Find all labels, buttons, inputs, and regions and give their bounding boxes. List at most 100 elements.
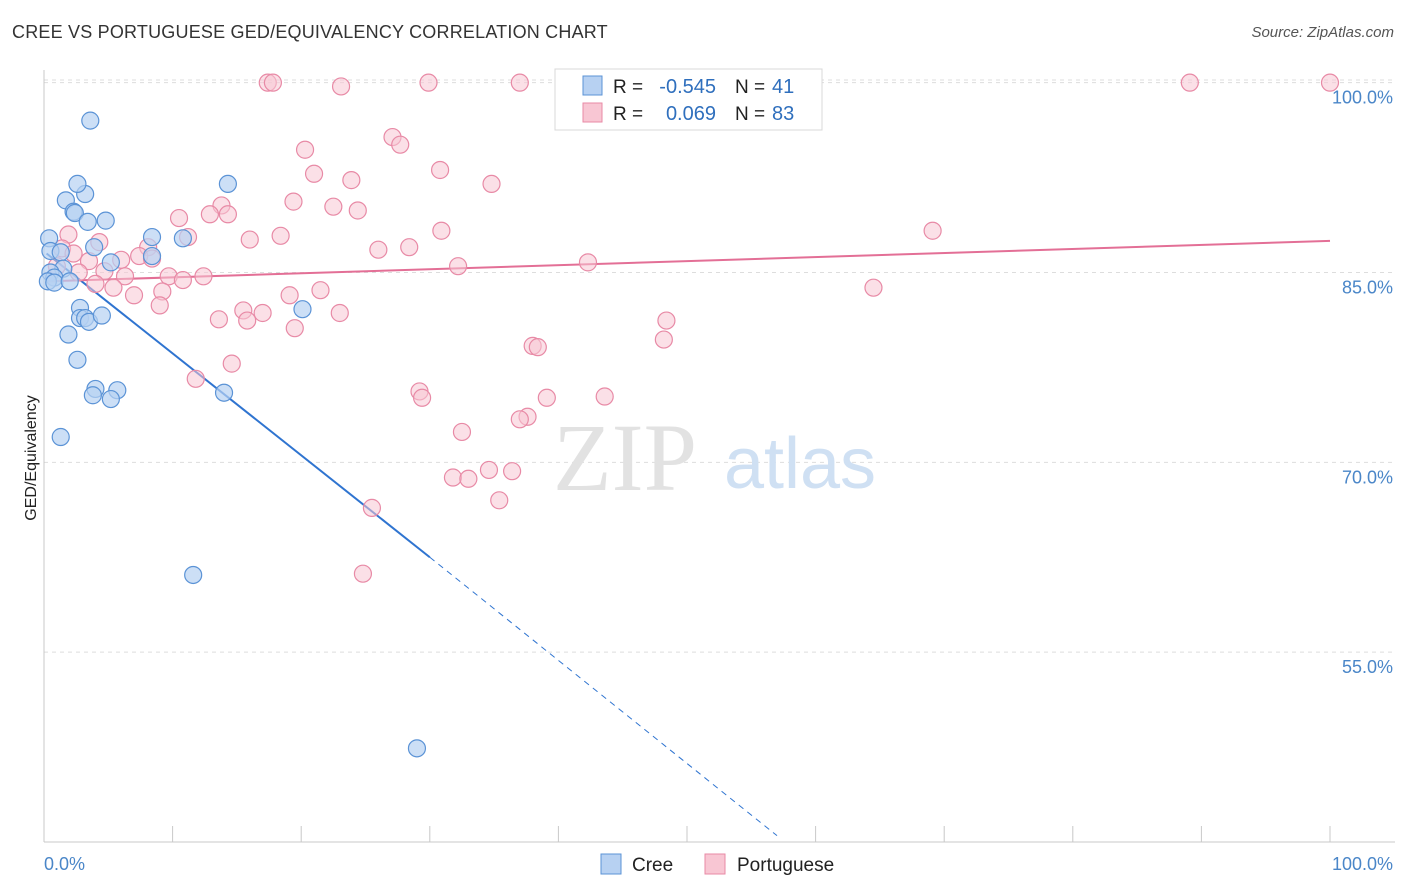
y-tick-label-1: 70.0% <box>1342 467 1393 487</box>
bottom-legend: Cree Portuguese <box>600 853 834 876</box>
cree-point-3 <box>68 174 87 194</box>
portuguese-point-25 <box>271 226 290 245</box>
cree-point-6 <box>65 203 84 223</box>
portuguese-point-4 <box>510 73 529 92</box>
cree-point-11 <box>85 238 104 257</box>
portuguese-point-63 <box>528 338 547 357</box>
y-tick-label-3: 100.0% <box>1332 88 1393 108</box>
portuguese-point-3 <box>419 73 438 92</box>
portuguese-point-30 <box>369 240 388 259</box>
legend-cree-r-value: -0.545 <box>659 76 716 98</box>
watermark-atlas: atlas <box>724 424 876 504</box>
portuguese-point-55 <box>253 303 272 323</box>
watermark-zip: ZIP <box>553 404 697 511</box>
gridlines <box>44 79 1395 653</box>
legend-portuguese-r-label: R = <box>613 104 643 125</box>
portuguese-point-53 <box>150 296 169 315</box>
portuguese-point-19 <box>218 205 237 224</box>
portuguese-point-69 <box>595 387 614 406</box>
portuguese-point-46 <box>86 274 105 293</box>
axes <box>43 70 1395 843</box>
portuguese-point-13 <box>482 174 501 194</box>
cree-point-0 <box>81 111 100 130</box>
legend-portuguese-r-value: 0.069 <box>666 103 716 125</box>
cree-point-24 <box>293 300 312 319</box>
portuguese-point-45 <box>194 267 213 286</box>
portuguese-point-20 <box>169 208 189 228</box>
portuguese-point-75 <box>443 468 463 487</box>
portuguese-point-74 <box>503 462 522 481</box>
cree-point-28 <box>92 306 111 325</box>
trendlines <box>45 239 1331 837</box>
portuguese-point-24 <box>240 230 259 249</box>
portuguese-point-52 <box>124 286 144 305</box>
y-tick-label-2: 85.0% <box>1342 277 1393 297</box>
portuguese-point-76 <box>459 469 478 488</box>
portuguese-point-73 <box>479 460 499 480</box>
portuguese-point-49 <box>311 281 330 300</box>
cree-point-16 <box>101 253 120 272</box>
cree-point-14 <box>51 243 70 262</box>
portuguese-point-51 <box>280 286 299 305</box>
chart-title: CREE VS PORTUGUESE GED/EQUIVALENCY CORRE… <box>12 22 608 42</box>
cree-point-38 <box>407 739 427 758</box>
y-tick-label-0: 55.0% <box>1342 657 1393 677</box>
portuguese-point-56 <box>330 303 349 323</box>
portuguese-point-58 <box>238 311 257 330</box>
portuguese-point-61 <box>654 330 673 349</box>
portuguese-point-72 <box>452 422 472 442</box>
bottom-legend-swatch-cree <box>600 853 622 875</box>
cree-point-35 <box>214 383 234 402</box>
portuguese-point-1 <box>263 73 283 92</box>
x-tick-label-0: 0.0% <box>44 854 85 874</box>
cree-point-22 <box>60 272 79 291</box>
cree-point-36 <box>51 427 70 447</box>
bottom-legend-swatch-portuguese <box>704 853 726 875</box>
portuguese-point-42 <box>115 267 135 286</box>
legend-portuguese-n-value: 83 <box>772 103 794 125</box>
cree-point-29 <box>59 325 78 344</box>
portuguese-point-48 <box>864 278 883 297</box>
legend-swatch-portuguese <box>582 102 603 123</box>
portuguese-point-9 <box>295 140 315 159</box>
cree-point-15 <box>142 246 162 266</box>
portuguese-point-6 <box>1320 73 1340 92</box>
portuguese-point-71 <box>510 410 529 429</box>
cree-point-8 <box>96 211 115 230</box>
portuguese-point-11 <box>304 164 324 183</box>
cree-point-34 <box>101 389 120 409</box>
portuguese-point-22 <box>923 221 942 240</box>
cree-trendline-extension <box>429 556 778 837</box>
portuguese-point-65 <box>186 369 205 388</box>
portuguese-point-68 <box>537 388 556 407</box>
portuguese-point-37 <box>448 257 468 276</box>
portuguese-point-60 <box>285 319 304 338</box>
cree-point-37 <box>184 565 203 585</box>
watermark: ZIP atlas <box>553 404 876 511</box>
portuguese-point-18 <box>200 205 219 224</box>
portuguese-point-31 <box>400 238 419 257</box>
legend-cree-n-label: N = <box>735 77 765 98</box>
portuguese-point-14 <box>284 192 303 211</box>
portuguese-point-17 <box>348 201 367 220</box>
cree-point-9 <box>142 227 162 247</box>
portuguese-point-21 <box>432 221 451 240</box>
portuguese-point-64 <box>222 354 241 373</box>
portuguese-point-16 <box>324 197 343 216</box>
cree-point-4 <box>218 174 237 194</box>
legend-cree-n-value: 41 <box>772 76 794 98</box>
legend-swatch-cree <box>582 75 603 96</box>
portuguese-point-59 <box>657 311 676 330</box>
portuguese-point-77 <box>490 491 509 510</box>
portuguese-point-44 <box>173 270 192 290</box>
legend-box: R = -0.545 N = 41 R = 0.069 N = 83 <box>554 68 823 131</box>
portuguese-point-38 <box>578 253 598 272</box>
cree-point-10 <box>173 229 192 248</box>
tick-labels: 55.0% 70.0% 85.0% 100.0% 0.0% 100.0% <box>44 88 1393 874</box>
portuguese-trendline <box>46 239 1331 283</box>
portuguese-point-12 <box>342 171 361 190</box>
data-points <box>38 73 1340 758</box>
portuguese-point-5 <box>1180 73 1199 92</box>
legend-cree-r-label: R = <box>613 77 643 98</box>
